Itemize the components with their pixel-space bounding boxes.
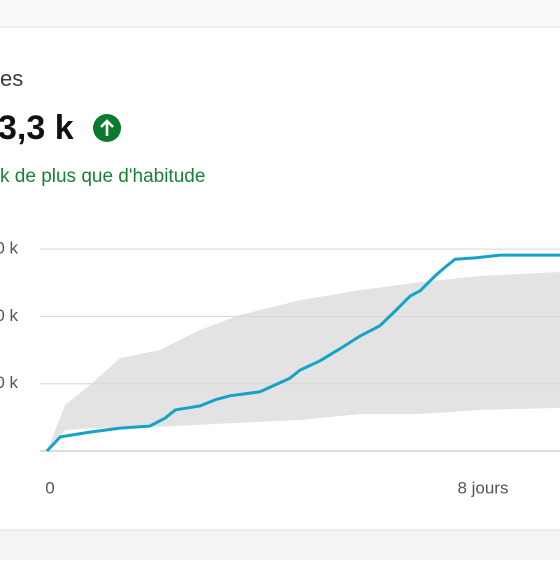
y-tick-label: 0 k bbox=[0, 239, 18, 258]
bottom-strip bbox=[0, 530, 560, 560]
metric-delta: k de plus que d'habitude bbox=[0, 166, 205, 187]
top-strip bbox=[0, 0, 560, 27]
x-tick-label: 0 bbox=[45, 478, 54, 497]
y-tick-label: 0 k bbox=[0, 306, 18, 325]
typical-range bbox=[47, 271, 560, 451]
metric-title: es bbox=[0, 66, 23, 91]
y-tick-label: 0 k bbox=[0, 373, 18, 392]
metric-total: 3,3 k bbox=[0, 109, 74, 147]
x-tick-label: 8 jours bbox=[457, 478, 508, 497]
line bbox=[45, 253, 560, 453]
up-icon bbox=[93, 114, 121, 142]
